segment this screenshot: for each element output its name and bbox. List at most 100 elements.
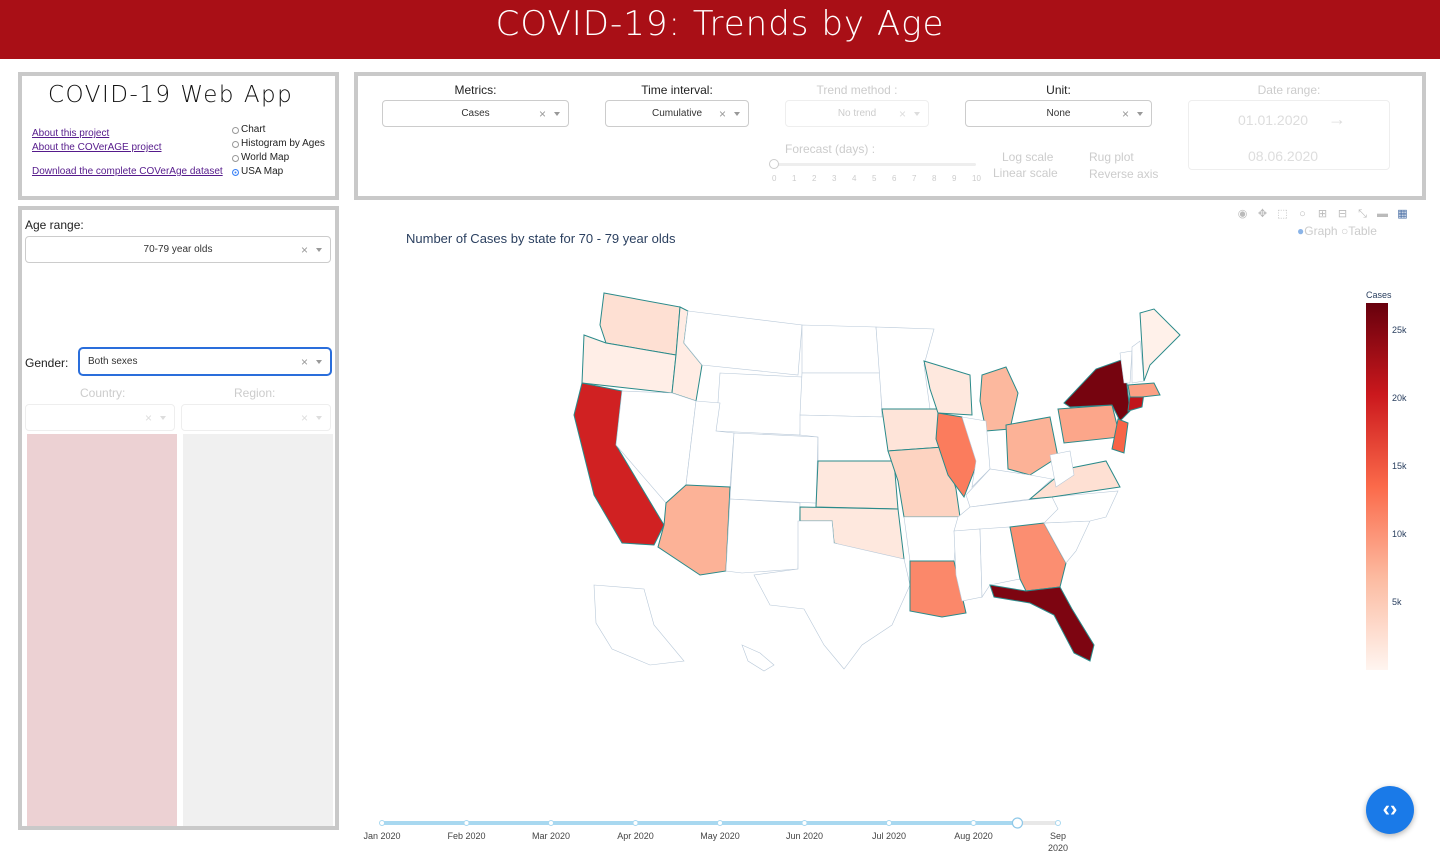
about-coverage-link[interactable]: About the COVerAGE project bbox=[32, 142, 162, 153]
state-pa[interactable] bbox=[1057, 404, 1121, 444]
state-nc[interactable] bbox=[1043, 490, 1119, 524]
clear-icon[interactable]: × bbox=[300, 411, 308, 425]
plotly-logo-icon[interactable]: ▦ bbox=[1397, 208, 1408, 220]
state-nd[interactable] bbox=[801, 324, 881, 374]
state-la[interactable] bbox=[909, 560, 967, 618]
reverse-axis-checkbox[interactable]: Reverse axis bbox=[1089, 167, 1159, 181]
region-select[interactable]: × bbox=[181, 404, 331, 431]
state-fl[interactable] bbox=[989, 584, 1095, 662]
about-project-link[interactable]: About this project bbox=[32, 128, 110, 139]
code-toggle-button[interactable]: ‹› bbox=[1366, 786, 1414, 834]
state-tx[interactable] bbox=[753, 520, 911, 670]
state-in[interactable] bbox=[961, 416, 991, 488]
zoom-out-icon[interactable]: ⊟ bbox=[1337, 208, 1348, 220]
download-dataset-link[interactable]: Download the complete COVerAge dataset bbox=[32, 166, 223, 177]
timeline-handle[interactable] bbox=[1011, 817, 1024, 829]
radio-icon[interactable] bbox=[232, 126, 239, 134]
forecast-slider-handle[interactable] bbox=[769, 159, 779, 169]
timeline-dot[interactable] bbox=[970, 820, 977, 826]
reset-icon[interactable]: ▬ bbox=[1377, 208, 1388, 220]
view-option-histogram[interactable]: Histogram by Ages bbox=[232, 136, 325, 150]
radio-selected-icon[interactable] bbox=[232, 168, 239, 176]
state-nj[interactable] bbox=[1111, 418, 1129, 454]
state-hi[interactable] bbox=[741, 644, 775, 672]
linear-scale-option[interactable]: Linear scale bbox=[993, 166, 1058, 180]
pan-icon[interactable]: ✥ bbox=[1257, 208, 1268, 220]
state-al[interactable] bbox=[979, 526, 1021, 598]
view-option-chart[interactable]: Chart bbox=[232, 122, 325, 136]
timeline-dot[interactable] bbox=[379, 820, 385, 826]
timeline-dot[interactable] bbox=[886, 820, 892, 826]
chevron-down-icon[interactable] bbox=[914, 112, 920, 116]
zoom-in-icon[interactable]: ⊞ bbox=[1317, 208, 1328, 220]
state-co[interactable] bbox=[729, 432, 819, 504]
radio-icon[interactable] bbox=[232, 154, 239, 162]
radio-icon[interactable] bbox=[232, 140, 239, 148]
timeline-dot[interactable] bbox=[717, 820, 723, 826]
timeline-dot[interactable] bbox=[632, 820, 639, 826]
graph-table-toggle[interactable]: ●Graph ○Table bbox=[1297, 224, 1377, 238]
chevron-down-icon[interactable] bbox=[1137, 112, 1143, 116]
country-select[interactable]: × bbox=[25, 404, 175, 431]
radio-selected-icon[interactable]: ● bbox=[1297, 224, 1305, 238]
state-me[interactable] bbox=[1139, 308, 1181, 382]
clear-icon[interactable]: × bbox=[144, 411, 152, 425]
timeline-slider[interactable]: Jan 2020 Feb 2020 Mar 2020 Apr 2020 May 2020… bbox=[354, 812, 1084, 857]
timeline-dot[interactable] bbox=[463, 820, 470, 826]
chevron-down-icon[interactable] bbox=[554, 112, 560, 116]
timeline-dot[interactable] bbox=[801, 820, 808, 826]
region-list[interactable] bbox=[183, 434, 333, 826]
country-list[interactable] bbox=[27, 434, 177, 826]
log-scale-option[interactable]: Log scale bbox=[1002, 150, 1054, 164]
date-range-picker[interactable] bbox=[1188, 100, 1390, 170]
state-mt[interactable] bbox=[683, 310, 803, 376]
time-interval-select[interactable]: Cumulative × bbox=[605, 100, 749, 127]
state-vt[interactable] bbox=[1119, 350, 1133, 384]
camera-icon[interactable]: ◉ bbox=[1237, 208, 1248, 220]
unit-select[interactable]: None × bbox=[965, 100, 1152, 127]
autoscale-icon[interactable]: ⤡ bbox=[1358, 208, 1367, 220]
state-ar[interactable] bbox=[903, 516, 959, 562]
view-option-usa-map[interactable]: USA Map bbox=[232, 164, 325, 178]
state-mn[interactable] bbox=[875, 326, 935, 410]
box-select-icon[interactable]: ⬚ bbox=[1277, 208, 1288, 220]
clear-icon[interactable]: × bbox=[300, 243, 308, 257]
state-ny[interactable] bbox=[1063, 358, 1131, 422]
date-end[interactable]: 08.06.2020 bbox=[1248, 148, 1319, 164]
timeline-dot[interactable] bbox=[1055, 820, 1061, 826]
usa-choropleth-map[interactable]: Number of Cases by state for 70 - 79 yea… bbox=[354, 225, 1434, 785]
state-sd[interactable] bbox=[799, 372, 883, 418]
chevron-down-icon[interactable] bbox=[316, 416, 322, 420]
state-ms[interactable] bbox=[953, 528, 983, 602]
clear-icon[interactable]: × bbox=[300, 355, 308, 369]
chevron-down-icon[interactable] bbox=[316, 248, 322, 252]
rug-plot-checkbox[interactable]: Rug plot bbox=[1089, 150, 1134, 164]
metrics-select[interactable]: Cases × bbox=[382, 100, 569, 127]
radio-icon[interactable]: ○ bbox=[1340, 224, 1349, 238]
state-ma[interactable] bbox=[1127, 382, 1161, 398]
clear-icon[interactable]: × bbox=[898, 107, 906, 121]
state-wi[interactable] bbox=[923, 360, 973, 416]
age-range-select[interactable]: 70-79 year olds × bbox=[25, 236, 331, 263]
trend-method-select[interactable]: No trend × bbox=[785, 100, 929, 127]
clear-icon[interactable]: × bbox=[1121, 107, 1129, 121]
chevron-down-icon[interactable] bbox=[316, 360, 322, 364]
gender-select[interactable]: Both sexes × bbox=[79, 348, 331, 375]
state-oh[interactable] bbox=[1005, 416, 1059, 476]
state-wy[interactable] bbox=[715, 372, 803, 436]
chevron-down-icon[interactable] bbox=[734, 112, 740, 116]
chevron-down-icon[interactable] bbox=[160, 416, 166, 420]
view-option-world-map[interactable]: World Map bbox=[232, 150, 325, 164]
state-nm[interactable] bbox=[725, 498, 801, 574]
clear-icon[interactable]: × bbox=[538, 107, 546, 121]
timeline-dot[interactable] bbox=[548, 820, 554, 826]
state-ak[interactable] bbox=[593, 584, 685, 666]
lasso-icon[interactable]: ○ bbox=[1299, 208, 1306, 220]
state-wv[interactable] bbox=[1049, 450, 1075, 488]
date-start[interactable]: 01.01.2020 bbox=[1238, 112, 1309, 128]
state-az[interactable] bbox=[657, 484, 731, 576]
forecast-slider[interactable] bbox=[774, 163, 976, 166]
state-ks[interactable] bbox=[815, 460, 899, 510]
clear-icon[interactable]: × bbox=[718, 107, 726, 121]
state-ia[interactable] bbox=[881, 408, 945, 452]
